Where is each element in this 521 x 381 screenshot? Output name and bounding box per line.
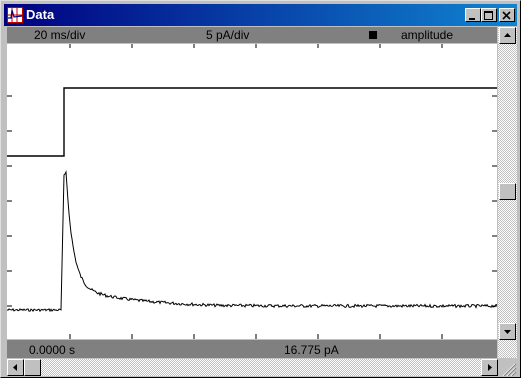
scroll-right-button[interactable] [481, 359, 498, 376]
title-bar[interactable]: Data [4, 4, 517, 26]
size-grip[interactable] [498, 359, 517, 377]
resize-grip-icon [502, 363, 517, 377]
minimize-icon [469, 18, 475, 20]
current-scale-label: 5 pA/div [206, 28, 250, 42]
close-icon [502, 11, 511, 20]
minimize-button[interactable] [465, 8, 481, 22]
arrow-left-icon [13, 364, 17, 371]
trace-plot [6, 44, 498, 339]
time-scale-label: 20 ms/div [34, 28, 86, 42]
horizontal-scrollbar[interactable] [7, 359, 498, 376]
top-ticks [69, 44, 443, 48]
marker-label: amplitude [401, 28, 454, 42]
current-response-trace [6, 170, 498, 313]
status-bar: 0.0000 s 16.775 pA [7, 340, 497, 358]
window-title: Data [26, 7, 55, 22]
maximize-icon [484, 11, 493, 20]
close-button[interactable] [499, 8, 515, 22]
trace-icon [7, 7, 23, 23]
scale-info-bar: 20 ms/div 5 pA/div amplitude [7, 27, 497, 43]
right-ticks [492, 95, 497, 307]
horizontal-scroll-thumb[interactable] [24, 359, 41, 376]
vertical-scrollbar[interactable] [498, 27, 517, 358]
square-marker-icon [369, 31, 377, 39]
maximize-button[interactable] [481, 8, 497, 22]
trace-plot-area[interactable] [6, 44, 498, 339]
scroll-left-button[interactable] [7, 359, 24, 376]
scroll-down-button[interactable] [499, 323, 516, 340]
vertical-scroll-thumb[interactable] [499, 183, 516, 200]
scroll-up-button[interactable] [499, 27, 516, 44]
time-readout: 0.0000 s [29, 343, 76, 357]
stimulus-step-trace [7, 87, 497, 157]
left-ticks [7, 95, 12, 307]
arrow-down-icon [504, 330, 511, 334]
current-readout: 16.775 pA [284, 343, 339, 357]
arrow-right-icon [488, 364, 492, 371]
arrow-up-icon [504, 33, 511, 37]
bottom-ticks [69, 334, 443, 339]
